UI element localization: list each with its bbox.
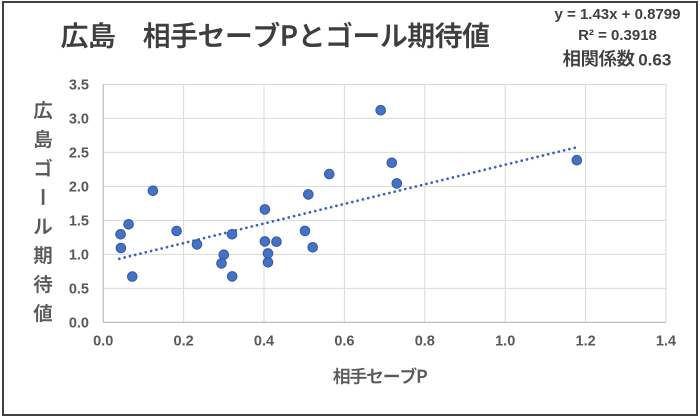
svg-text:1.5: 1.5 [69, 214, 89, 230]
svg-text:0.63: 0.63 [638, 51, 671, 70]
svg-text:R² = 0.3918: R² = 0.3918 [578, 27, 657, 44]
svg-text:2.5: 2.5 [69, 146, 89, 162]
svg-text:3.5: 3.5 [69, 78, 89, 94]
svg-text:0.0: 0.0 [93, 334, 113, 350]
svg-text:0.6: 0.6 [334, 334, 354, 350]
svg-text:1.4: 1.4 [656, 334, 676, 350]
svg-text:1.0: 1.0 [495, 334, 515, 350]
svg-text:3.0: 3.0 [69, 112, 89, 128]
svg-text:1.2: 1.2 [576, 334, 596, 350]
svg-text:2.0: 2.0 [69, 180, 89, 196]
svg-text:0.4: 0.4 [254, 334, 274, 350]
svg-text:1.0: 1.0 [69, 248, 89, 264]
svg-text:0.0: 0.0 [69, 316, 89, 332]
svg-text:0.5: 0.5 [69, 282, 89, 298]
svg-text:0.8: 0.8 [415, 334, 435, 350]
svg-text:y = 1.43x + 0.8799: y = 1.43x + 0.8799 [555, 6, 681, 23]
svg-text:0.2: 0.2 [174, 334, 194, 350]
